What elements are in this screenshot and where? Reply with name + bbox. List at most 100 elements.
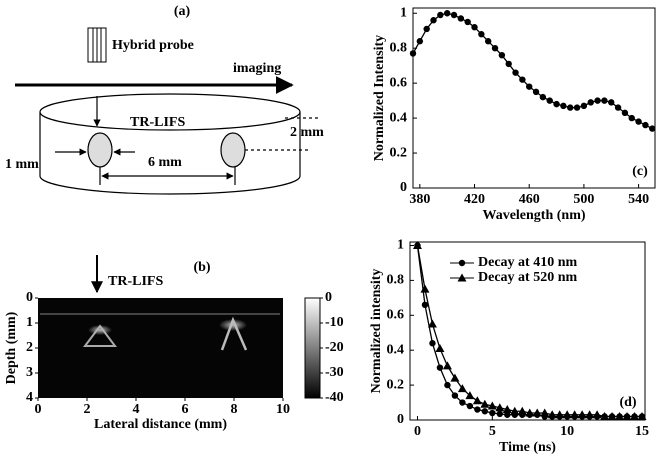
marker: [504, 411, 511, 418]
marker: [420, 284, 430, 293]
panel-label: (c): [632, 164, 648, 179]
y-tick-label: 0.2: [390, 145, 408, 160]
marker: [630, 412, 640, 421]
panel-label: (b): [193, 260, 210, 275]
marker: [608, 99, 615, 106]
y-axis-label: Depth (mm): [4, 311, 19, 384]
marker: [555, 410, 565, 419]
x-tick-label: 420: [464, 192, 485, 207]
marker: [502, 405, 512, 414]
marker: [409, 50, 417, 57]
x-tick-label: 0: [35, 402, 42, 417]
y-tick-label: 0: [397, 412, 404, 427]
y-tick-label: 0.2: [387, 377, 405, 392]
marker: [480, 399, 490, 408]
marker: [649, 125, 656, 132]
marker: [481, 408, 489, 415]
marker: [570, 410, 580, 419]
marker: [429, 340, 436, 347]
y-axis-label: Normalized Intensity: [372, 35, 387, 161]
y-tick-label: 0.8: [390, 40, 408, 55]
y-axis-label: Normalized intensity: [369, 269, 384, 394]
marker: [423, 25, 430, 33]
marker: [491, 44, 499, 52]
y-tick-label: 1: [400, 5, 407, 20]
marker: [540, 408, 550, 417]
marker: [465, 391, 475, 400]
marker: [474, 406, 481, 413]
x-tick-label: 5: [489, 424, 496, 439]
marker: [451, 392, 459, 399]
series-line: [412, 12, 653, 130]
x-axis-label: Time (ns): [499, 440, 556, 455]
marker: [517, 406, 527, 415]
marker: [601, 97, 608, 104]
marker: [487, 401, 497, 410]
ultrasound-panel: (b) TR-LIFS: [38, 255, 321, 399]
marker: [450, 373, 460, 382]
x-tick-label: 500: [573, 192, 594, 207]
y-tick-label: 0: [400, 180, 407, 195]
marker: [547, 410, 557, 419]
marker: [457, 384, 467, 393]
y-tick-label: 0.4: [390, 110, 408, 125]
diagram: (a) Hybrid probe imaging TR-LIFS 2 mm 1 …: [5, 4, 324, 195]
marker: [427, 319, 437, 328]
colorbar: [304, 297, 321, 399]
marker: [614, 104, 622, 111]
y-tick-label: 2: [26, 340, 33, 355]
colorbar-tick-label: -40: [325, 390, 344, 405]
marker: [567, 104, 574, 111]
legend-label: Decay at 520 nm: [478, 270, 577, 285]
marker: [560, 102, 567, 110]
y-tick-label: 4: [26, 390, 33, 405]
marker: [587, 99, 594, 106]
colorbar-tick-label: -10: [325, 315, 344, 330]
direction-label: imaging: [233, 61, 281, 76]
x-tick-label: 540: [628, 192, 649, 207]
y-tick-label: 3: [26, 365, 33, 380]
marker: [510, 406, 520, 415]
y-tick-label: 1: [397, 238, 404, 253]
plot-area: [412, 7, 656, 189]
legend-label: Decay at 410 nm: [478, 255, 577, 270]
marker: [573, 104, 581, 111]
image-features: [40, 313, 280, 351]
plot-area: [409, 241, 646, 421]
marker: [457, 15, 465, 22]
marker: [621, 109, 629, 117]
marker: [459, 399, 466, 406]
marker: [607, 412, 617, 421]
marker: [637, 412, 647, 421]
marker: [478, 31, 485, 38]
x-tick-label: 380: [409, 192, 430, 207]
x-tick-label: 4: [133, 402, 140, 417]
marker: [444, 381, 451, 389]
marker: [525, 408, 535, 417]
marker: [585, 410, 595, 419]
marker: [472, 396, 482, 405]
marker: [471, 24, 478, 31]
marker: [526, 83, 533, 90]
panel-label: (d): [619, 395, 636, 410]
marker: [498, 51, 506, 59]
x-tick-label: 10: [276, 402, 290, 417]
marker: [484, 38, 492, 45]
colorbar-tick-label: -20: [325, 340, 344, 355]
marker: [435, 343, 445, 352]
colorbar-tick-label: 0: [325, 290, 332, 305]
marker: [505, 60, 512, 68]
colorbar-tick-label: -30: [325, 365, 344, 380]
y-tick-label: 1: [26, 315, 33, 330]
y-tick-label: 0.6: [387, 308, 405, 323]
y-tick-label: 0: [26, 290, 33, 305]
marker: [519, 76, 526, 83]
marker: [436, 364, 444, 371]
marker: [412, 240, 422, 249]
marker: [622, 412, 632, 421]
x-axis-label: Lateral distance (mm): [94, 417, 227, 432]
marker: [466, 402, 474, 410]
marker: [489, 409, 496, 417]
x-tick-label: 15: [635, 424, 649, 439]
marker: [615, 412, 625, 421]
